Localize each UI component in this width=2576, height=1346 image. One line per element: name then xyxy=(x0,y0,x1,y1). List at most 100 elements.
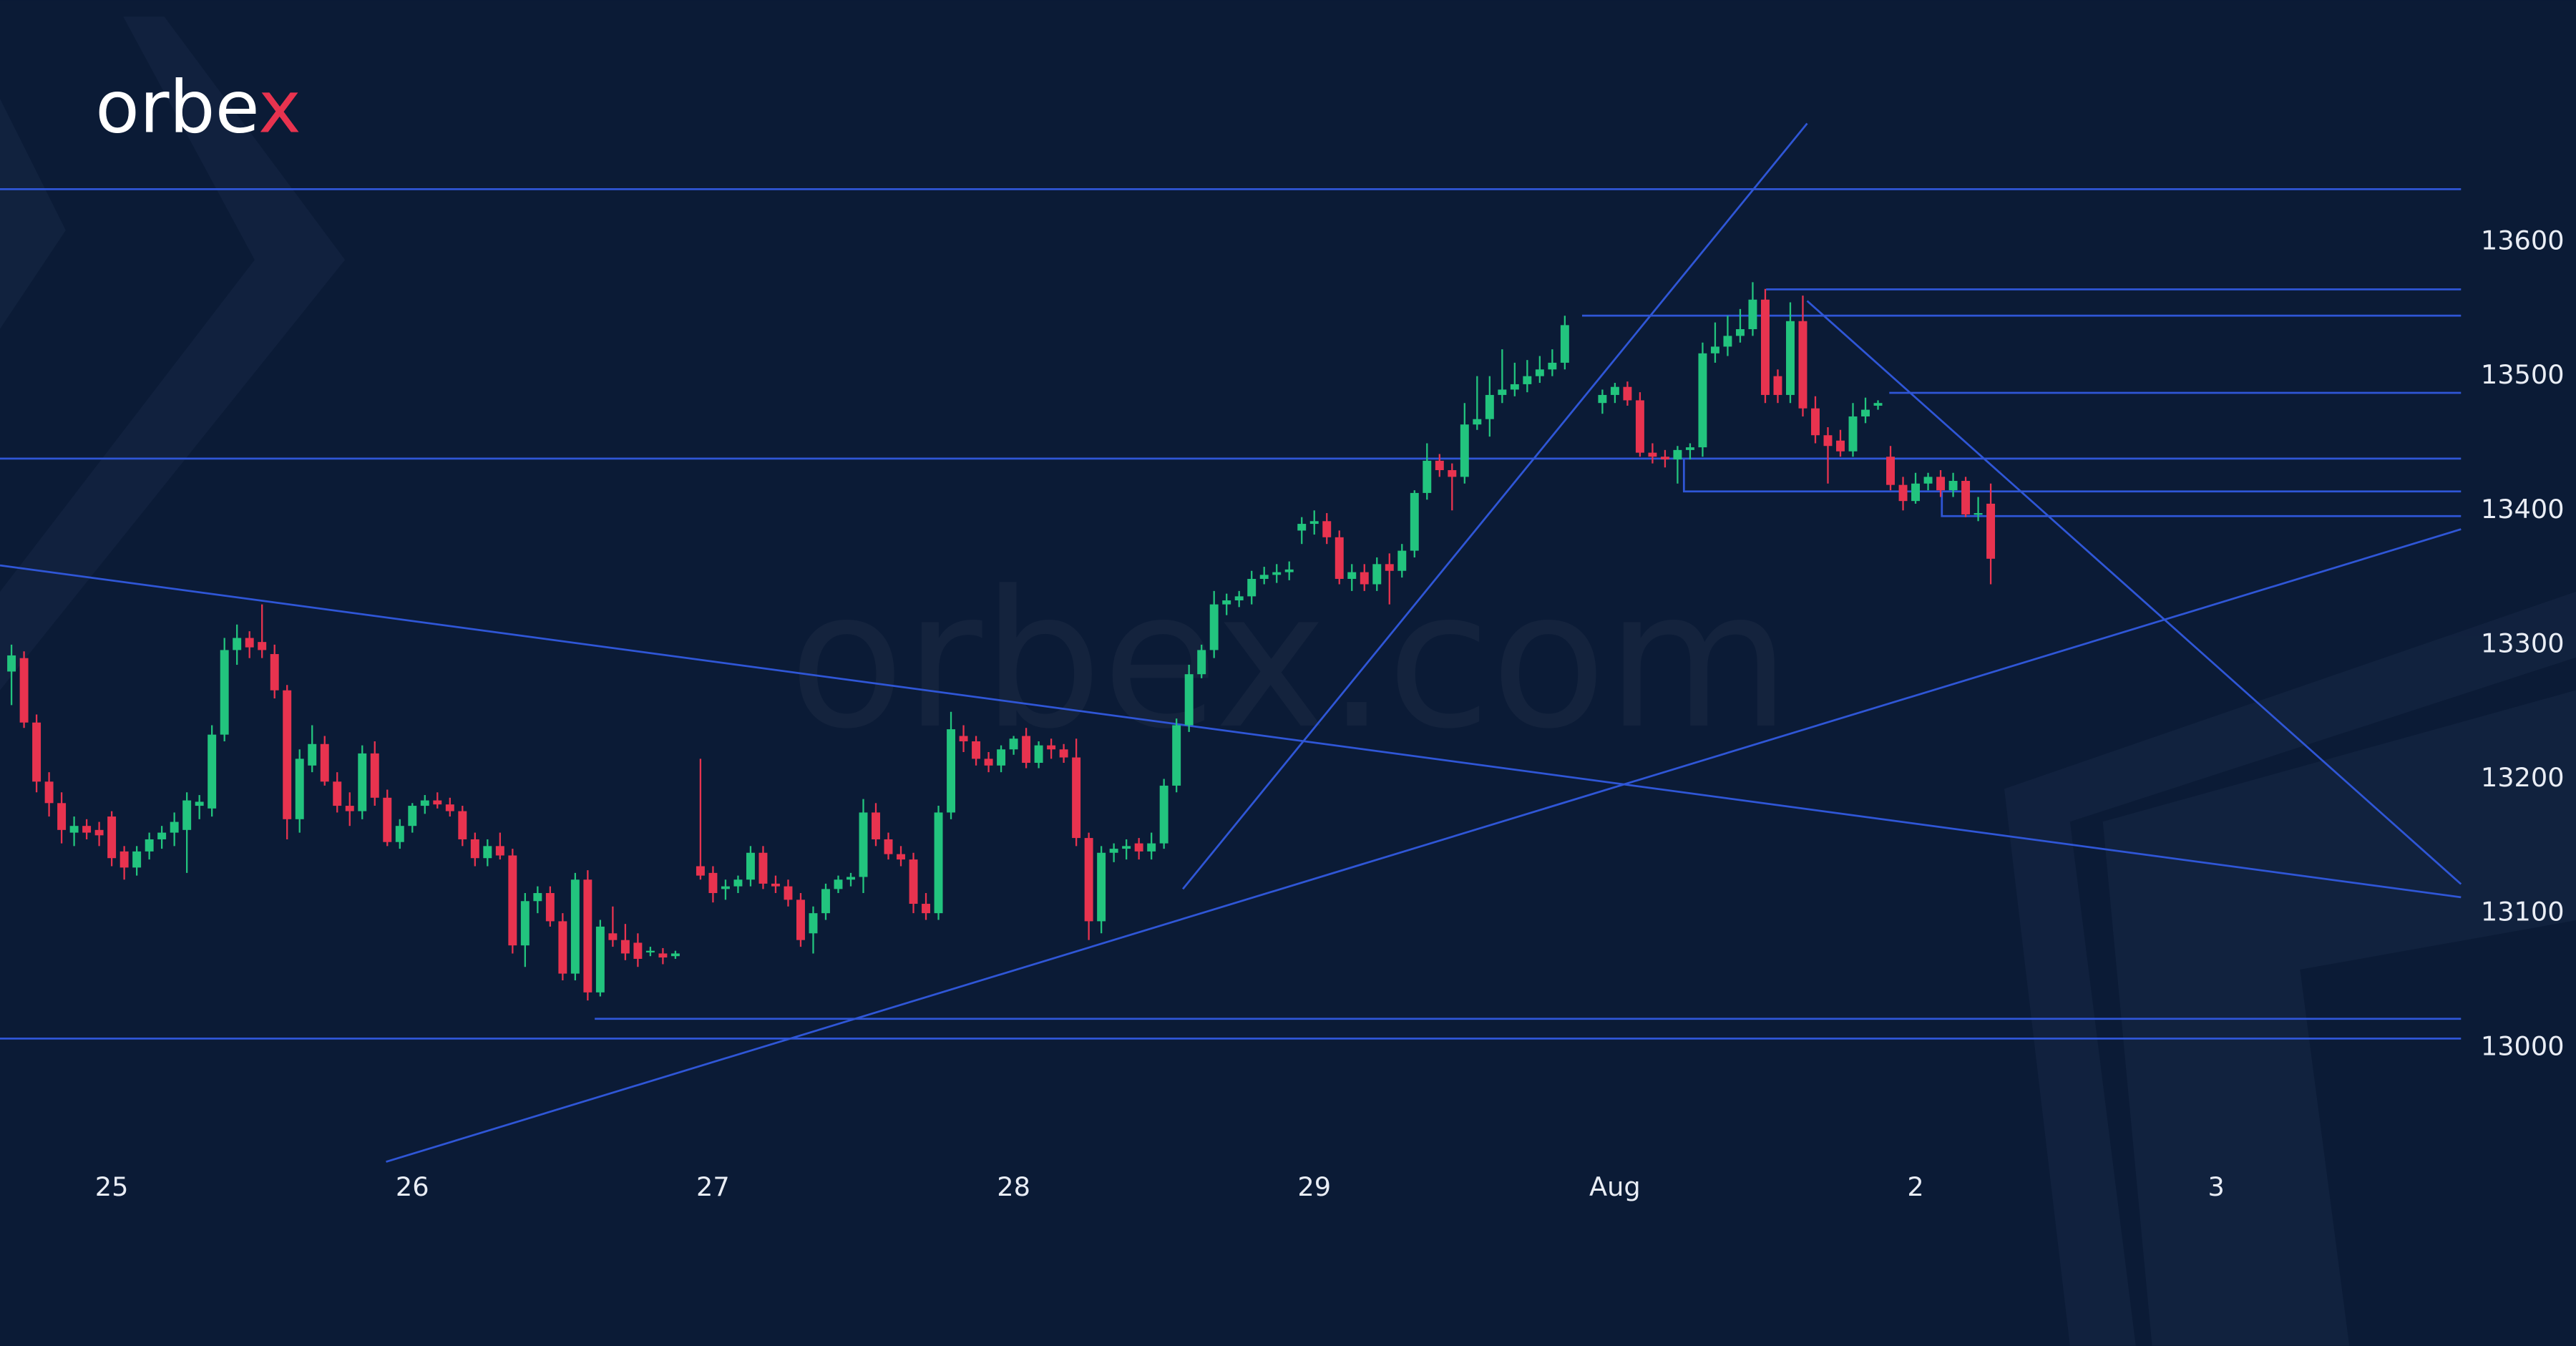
candle-body xyxy=(1911,483,1921,502)
candles xyxy=(7,282,1996,1001)
candle-body xyxy=(1172,725,1181,786)
candle-body xyxy=(1259,575,1269,579)
candle-body xyxy=(897,854,905,860)
x-tick-label: 27 xyxy=(696,1171,730,1202)
candle-body xyxy=(383,797,392,842)
trend-line xyxy=(1806,300,2462,885)
candle-body xyxy=(771,883,780,887)
candle-body xyxy=(947,729,956,813)
candle-body xyxy=(1610,386,1619,395)
candle-body xyxy=(1886,457,1895,485)
x-tick-label: 3 xyxy=(2208,1171,2225,1202)
y-tick-label: 13200 xyxy=(2481,762,2565,793)
candle-body xyxy=(583,879,592,993)
candle-body xyxy=(1272,572,1282,575)
candle-body xyxy=(1548,362,1557,370)
candle-body xyxy=(784,886,793,900)
candle-body xyxy=(57,803,67,830)
candle-body xyxy=(1660,457,1669,459)
candle-body xyxy=(1297,524,1307,531)
trend-line xyxy=(0,564,2462,899)
candle-body xyxy=(972,741,981,759)
candle-body xyxy=(1898,484,1908,502)
candle-body xyxy=(1760,299,1770,395)
candle-body xyxy=(245,638,254,648)
candle-body xyxy=(1936,477,1946,491)
candle-body xyxy=(1923,477,1933,484)
candle-body xyxy=(182,800,192,830)
trend-lines xyxy=(0,122,2462,1163)
x-tick-label: 28 xyxy=(997,1171,1030,1202)
candle-body xyxy=(633,942,643,959)
candle-body xyxy=(1234,596,1244,600)
candle-body xyxy=(32,722,42,782)
candle-body xyxy=(258,642,267,650)
candle-body xyxy=(320,743,329,782)
candle-body xyxy=(1309,521,1319,525)
candle-body xyxy=(157,832,167,839)
x-tick-label: 2 xyxy=(1907,1171,1923,1202)
logo: orbex xyxy=(95,64,301,149)
candle-body xyxy=(545,893,555,922)
candle-body xyxy=(1710,346,1719,353)
candle-body xyxy=(620,940,630,954)
candle-body xyxy=(1360,572,1369,585)
candle-body xyxy=(69,826,79,833)
candle-body xyxy=(1159,785,1169,844)
candle-body xyxy=(1698,353,1707,448)
candle-body xyxy=(796,899,805,940)
candle-body xyxy=(1635,400,1644,453)
candle-body xyxy=(1510,384,1519,390)
candle-body xyxy=(1498,389,1507,395)
candle-body xyxy=(1974,513,1983,515)
level-line xyxy=(1682,458,2462,493)
candle-body xyxy=(1448,470,1457,477)
candle-body xyxy=(19,658,29,723)
y-tick-label: 13400 xyxy=(2481,494,2565,525)
candle-body xyxy=(7,655,16,672)
candle-body xyxy=(420,800,429,806)
candle-body xyxy=(733,879,743,887)
candle-body xyxy=(445,804,454,811)
candle-body xyxy=(508,855,517,946)
candle-body xyxy=(1811,408,1820,436)
candle-body xyxy=(1648,452,1657,457)
y-tick-label: 13000 xyxy=(2481,1030,2565,1061)
candle-body xyxy=(984,759,993,766)
y-tick-label: 13500 xyxy=(2481,359,2565,390)
candle-body xyxy=(859,812,868,877)
candle-body xyxy=(809,913,818,934)
candle-body xyxy=(1836,440,1845,452)
candle-body xyxy=(1823,435,1833,447)
candle-body xyxy=(658,953,668,958)
candle-body xyxy=(94,829,104,836)
y-tick-label: 13600 xyxy=(2481,225,2565,256)
candle-body xyxy=(1560,325,1569,363)
y-tick-label: 13100 xyxy=(2481,897,2565,927)
candle-body xyxy=(608,933,618,940)
candle-body xyxy=(395,826,404,842)
candle-body xyxy=(358,753,367,811)
candle-body xyxy=(1122,846,1131,849)
candle-body xyxy=(370,753,379,798)
candle-body xyxy=(1685,447,1694,450)
candle-body xyxy=(308,743,317,766)
axes: 13000 13100 13200 13300 13400 13500 13600 25 26 2… xyxy=(95,225,2565,1202)
candle-body xyxy=(533,893,542,902)
candle-body xyxy=(1948,481,1958,491)
candle-body xyxy=(1986,503,1996,559)
candle-body xyxy=(1134,843,1143,852)
candle-body xyxy=(997,749,1006,766)
decoration xyxy=(0,16,2576,1346)
candle-body xyxy=(1460,424,1469,477)
candle-body xyxy=(1748,299,1757,329)
candle-body xyxy=(1372,564,1382,585)
candle-body xyxy=(483,846,492,859)
candle-body xyxy=(1786,321,1795,395)
trend-line xyxy=(386,528,2462,1163)
candle-body xyxy=(1247,578,1257,597)
candle-body xyxy=(1861,409,1870,416)
candle-body xyxy=(1322,521,1332,537)
candle-body xyxy=(1735,328,1745,336)
